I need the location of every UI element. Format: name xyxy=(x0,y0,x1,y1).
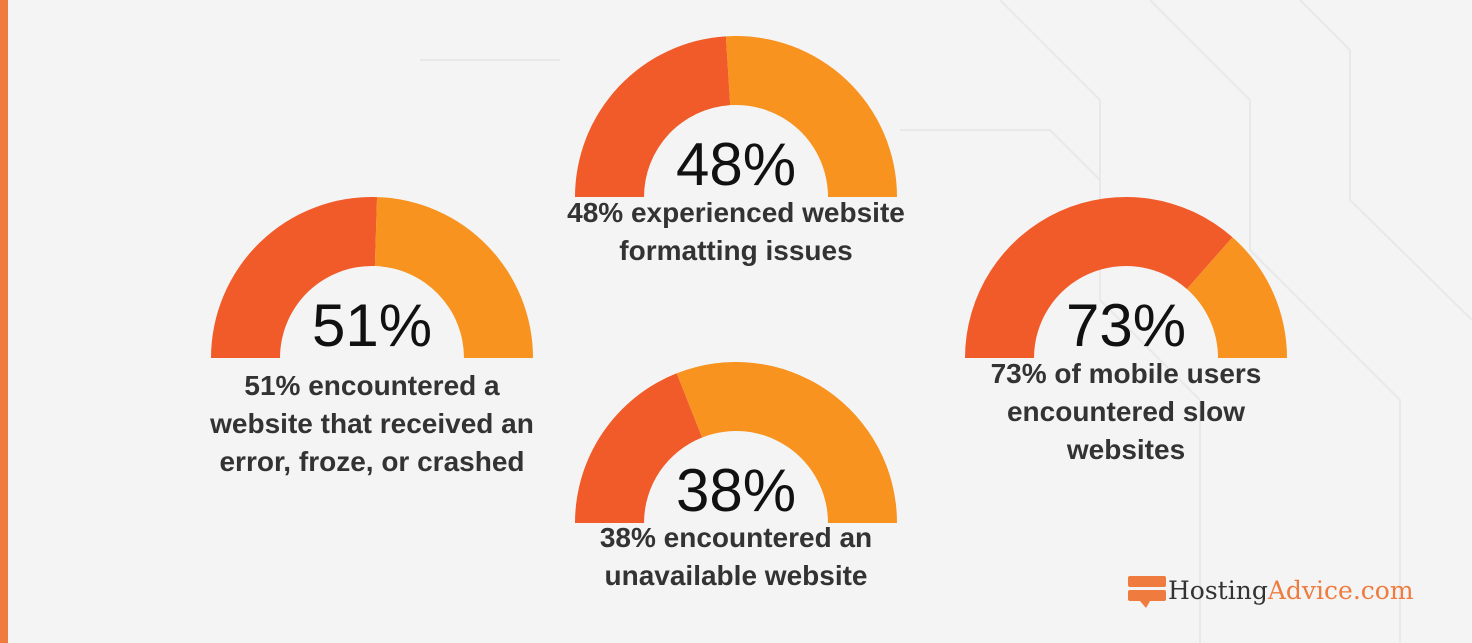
server-logo-icon xyxy=(1128,576,1166,608)
background-circuit xyxy=(420,0,1472,643)
gauge-value-arc xyxy=(965,196,1233,358)
gauge-value-arc xyxy=(575,36,731,198)
gauge-caption: 73% of mobile users encountered slow web… xyxy=(990,358,1262,465)
gauge-remainder-arc xyxy=(1186,237,1287,358)
gauge-remainder-arc xyxy=(725,36,897,198)
left-accent-stripe xyxy=(0,0,8,643)
gauge-center-label: 48% xyxy=(676,131,796,198)
gauge-center-label: 51% xyxy=(312,292,432,359)
gauge-caption: 48% experienced website formatting issue… xyxy=(567,197,905,266)
hostingadvice-logo: Hosting Advice.com xyxy=(1126,572,1414,608)
gauge-value-arc xyxy=(211,196,378,358)
gauge-center-label: 73% xyxy=(1066,292,1186,359)
gauge-center-label: 38% xyxy=(676,457,796,524)
gauge-remainder-arc xyxy=(676,361,897,523)
gauge-caption: 51% encountered a website that received … xyxy=(210,370,534,477)
gauge-caption: 38% encountered an unavailable website xyxy=(599,522,873,591)
gauge-remainder-arc xyxy=(374,197,533,358)
gauge-value-arc xyxy=(575,373,703,523)
